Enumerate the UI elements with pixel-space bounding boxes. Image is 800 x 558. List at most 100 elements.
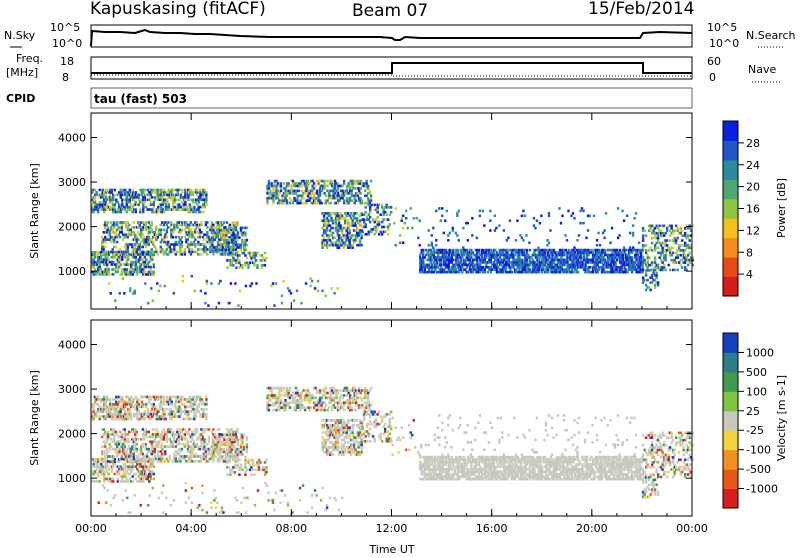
colorbar-cell — [723, 140, 738, 160]
data-cell — [681, 239, 683, 242]
data-cell — [144, 282, 146, 285]
data-cell — [642, 281, 644, 284]
data-cell — [124, 246, 126, 249]
data-cell — [321, 234, 323, 237]
data-cell — [370, 180, 372, 183]
data-cell — [184, 236, 186, 239]
data-cell — [107, 433, 109, 436]
data-cell — [139, 201, 141, 204]
data-cell — [648, 256, 650, 259]
data-cell — [362, 185, 364, 188]
data-cell — [171, 198, 173, 201]
data-cell — [649, 247, 651, 250]
data-cell — [666, 244, 668, 247]
data-cell — [232, 249, 234, 252]
data-cell — [264, 264, 266, 267]
data-cell — [189, 203, 191, 206]
data-cell — [443, 232, 445, 235]
data-cell — [166, 248, 168, 251]
data-cell — [109, 233, 111, 236]
data-cell — [496, 256, 498, 259]
data-cell — [152, 436, 154, 439]
data-cell — [610, 264, 612, 267]
data-cell — [118, 401, 120, 404]
data-cell — [184, 248, 186, 251]
data-cell — [286, 202, 288, 205]
data-cell — [489, 210, 491, 213]
data-cell — [128, 445, 130, 448]
data-cell — [124, 405, 126, 408]
data-cell — [175, 236, 177, 239]
data-cell — [148, 261, 150, 264]
data-cell — [326, 185, 328, 188]
cpid-row: CPID tau (fast) 503 — [6, 88, 692, 108]
data-cell — [497, 254, 499, 257]
data-cell — [127, 453, 129, 456]
data-cell — [142, 428, 144, 431]
data-cell — [142, 268, 144, 271]
data-cell — [172, 410, 174, 413]
data-cell — [284, 197, 286, 200]
data-cell — [123, 292, 125, 295]
data-cell — [437, 254, 439, 257]
data-cell — [112, 431, 114, 434]
data-cell — [151, 458, 153, 461]
data-cell — [268, 187, 270, 190]
data-cell — [166, 436, 168, 439]
data-cell — [359, 222, 361, 225]
data-cell — [304, 192, 306, 195]
data-cell — [156, 408, 158, 411]
data-cell — [103, 475, 105, 478]
data-cell — [339, 212, 341, 215]
data-cell — [122, 450, 124, 453]
data-cell — [130, 266, 132, 269]
data-cell — [157, 211, 159, 214]
data-cell — [547, 259, 549, 262]
data-cell — [548, 215, 550, 218]
data-cell — [112, 273, 114, 276]
data-cell — [381, 206, 383, 209]
data-cell — [655, 225, 657, 228]
data-cell — [211, 249, 213, 252]
data-cell — [114, 256, 116, 259]
data-cell — [461, 256, 463, 259]
data-cell — [208, 436, 210, 439]
data-cell — [241, 234, 243, 237]
data-cell — [640, 254, 642, 257]
data-cell — [163, 189, 165, 192]
beam-title: Beam 07 — [352, 1, 428, 21]
data-cell — [142, 405, 144, 408]
data-cell — [132, 191, 134, 194]
data-cell — [458, 264, 460, 267]
data-cell — [181, 396, 183, 399]
data-cell — [124, 468, 126, 471]
data-cell — [452, 229, 454, 232]
data-cell — [382, 226, 384, 229]
data-cell — [541, 271, 543, 274]
data-cell — [428, 264, 430, 267]
data-cell — [131, 448, 133, 451]
data-cell — [135, 201, 137, 204]
data-cell — [419, 219, 421, 222]
data-cell — [104, 443, 106, 446]
data-cell — [554, 251, 556, 254]
data-cell — [126, 211, 128, 214]
data-cell — [108, 258, 110, 261]
data-cell — [349, 197, 351, 200]
data-cell — [666, 227, 668, 230]
data-cell — [155, 428, 157, 431]
data-cell — [138, 203, 140, 206]
data-cell — [369, 209, 371, 212]
data-cell — [115, 448, 117, 451]
data-cell — [337, 187, 339, 190]
data-cell — [617, 237, 619, 240]
data-cell — [200, 253, 202, 256]
data-cell — [284, 187, 286, 190]
data-cell — [286, 194, 288, 197]
data-cell — [239, 290, 241, 293]
data-cell — [534, 227, 536, 230]
data-cell — [208, 450, 210, 453]
data-cell — [148, 480, 150, 483]
data-cell — [163, 224, 165, 227]
data-cell — [137, 221, 139, 224]
